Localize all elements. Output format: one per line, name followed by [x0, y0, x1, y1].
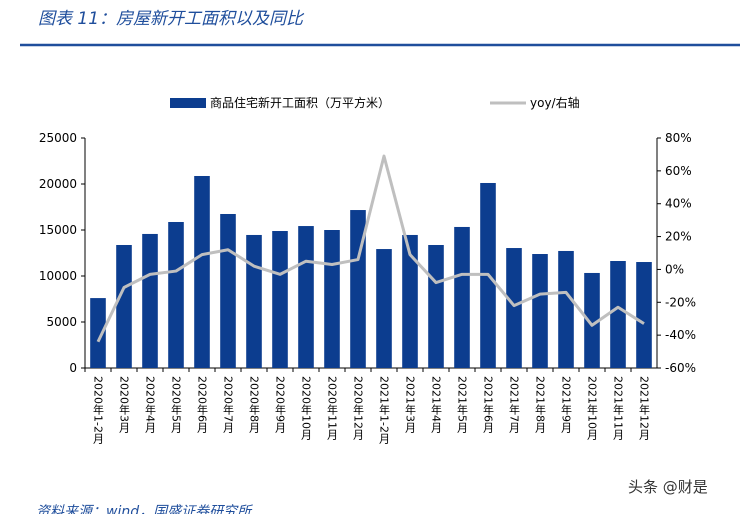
y2-tick-label: 20%	[665, 230, 692, 244]
watermark: 头条 @财是	[628, 478, 708, 496]
legend-label: 商品住宅新开工面积（万平方米）	[210, 95, 390, 110]
bar	[142, 233, 158, 368]
x-tick-label: 2020年1-2月	[92, 376, 105, 444]
bar	[428, 244, 444, 368]
y2-tick-label: 0%	[665, 262, 684, 276]
bar	[558, 250, 574, 368]
bar	[532, 254, 548, 368]
x-tick-label: 2021年6月	[482, 376, 495, 433]
y-tick-label: 15000	[39, 223, 77, 237]
bar	[220, 213, 236, 368]
x-tick-label: 2020年6月	[196, 376, 209, 433]
bar	[584, 272, 600, 368]
x-tick-label: 2020年9月	[274, 376, 287, 433]
y2-tick-label: -20%	[665, 295, 696, 309]
x-tick-label: 2021年12月	[638, 376, 651, 440]
bar	[168, 221, 184, 368]
legend-swatch	[170, 98, 206, 108]
y2-tick-label: 60%	[665, 164, 692, 178]
y-tick-label: 20000	[39, 177, 77, 191]
legend-label: yoy/右轴	[530, 95, 580, 110]
x-tick-label: 2021年8月	[534, 376, 547, 433]
bar	[272, 231, 288, 368]
x-tick-label: 2021年9月	[560, 376, 573, 433]
bar	[194, 175, 210, 368]
bar	[636, 262, 652, 368]
bar	[90, 298, 106, 368]
y2-tick-label: 80%	[665, 131, 692, 145]
bar	[610, 261, 626, 368]
chart-title: 图表 11：房屋新开工面积以及同比	[38, 9, 305, 29]
y2-tick-label: -60%	[665, 361, 696, 375]
x-tick-label: 2021年5月	[456, 376, 469, 433]
x-tick-label: 2020年8月	[248, 376, 261, 433]
bar	[246, 234, 262, 368]
y-tick-label: 10000	[39, 269, 77, 283]
x-tick-label: 2020年12月	[352, 376, 365, 440]
bar	[506, 248, 522, 368]
bar	[402, 234, 418, 368]
x-tick-label: 2020年4月	[144, 376, 157, 433]
x-tick-label: 2020年10月	[300, 376, 313, 440]
y2-tick-label: -40%	[665, 328, 696, 342]
x-tick-label: 2020年11月	[326, 376, 339, 440]
bar	[298, 226, 314, 368]
x-tick-label: 2021年1-2月	[378, 376, 391, 444]
y-tick-label: 0	[69, 361, 77, 375]
x-tick-label: 2020年3月	[118, 376, 131, 433]
bar	[324, 230, 340, 368]
bar	[454, 226, 470, 368]
x-tick-label: 2021年11月	[612, 376, 625, 440]
x-tick-label: 2020年7月	[222, 376, 235, 433]
source: 资料来源：wind，国盛证券研究所	[36, 504, 253, 514]
y-tick-label: 5000	[46, 315, 77, 329]
x-tick-label: 2021年10月	[586, 376, 599, 440]
y-tick-label: 25000	[39, 131, 77, 145]
x-tick-label: 2021年4月	[430, 376, 443, 433]
x-tick-label: 2021年7月	[508, 376, 521, 433]
x-tick-label: 2020年5月	[170, 376, 183, 433]
line	[96, 154, 645, 343]
y2-tick-label: 40%	[665, 197, 692, 211]
x-tick-label: 2021年3月	[404, 376, 417, 433]
bar	[376, 249, 392, 368]
bar	[116, 244, 132, 368]
